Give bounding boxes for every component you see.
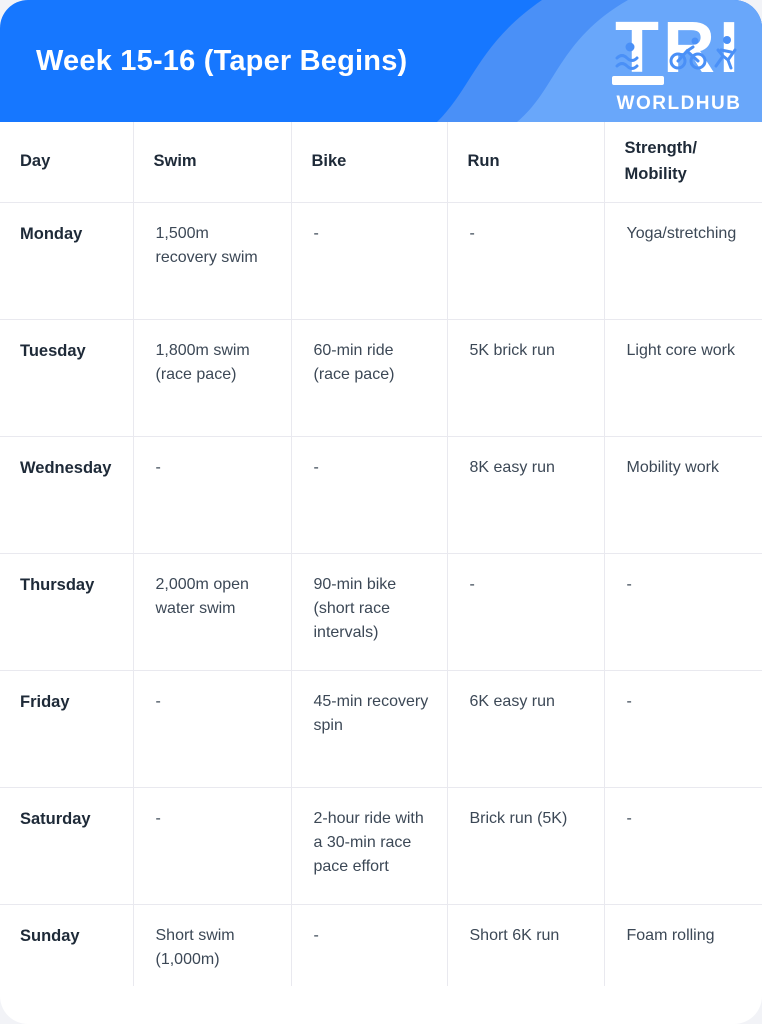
column-header-strength: Strength/​Mobility <box>603 122 762 203</box>
column-header-run: Run <box>446 122 605 203</box>
column-header-bike: Bike <box>290 122 448 203</box>
strength-cell: - <box>603 669 762 788</box>
run-cell: Short 6K run <box>446 903 605 986</box>
run-cell: 5K brick run <box>446 318 605 437</box>
swimmer-icon <box>615 42 639 70</box>
strength-cell: - <box>603 786 762 905</box>
table-row: Sunday Short swim (1,000m) - Short 6K ru… <box>0 903 762 986</box>
day-cell: Sunday <box>0 903 134 986</box>
logo-wordmark-text: WORLDHUB <box>617 93 742 114</box>
strength-cell: Yoga/​stretching <box>603 201 762 320</box>
swim-cell: - <box>132 786 292 905</box>
bike-cell: 2-hour ride with a 30-min race pace effo… <box>290 786 448 905</box>
day-cell: Wednesday <box>0 435 134 554</box>
table-body: Monday 1,500m recovery swim - - Yoga/​st… <box>0 201 762 986</box>
table-row: Tuesday 1,800m swim (race pace) 60-min r… <box>0 318 762 437</box>
table-row: Friday - 45-min recovery spin 6K easy ru… <box>0 669 762 788</box>
strength-cell: Foam rolling <box>603 903 762 986</box>
table-row: Monday 1,500m recovery swim - - Yoga/​st… <box>0 201 762 320</box>
strength-cell: Mobility work <box>603 435 762 554</box>
bike-cell: 60-min ride (race pace) <box>290 318 448 437</box>
cyclist-icon <box>669 37 707 70</box>
page-header: Week 15-16 (Taper Begins) TRI <box>0 0 762 122</box>
swim-cell: - <box>132 435 292 554</box>
strength-cell: - <box>603 552 762 671</box>
table-row: Thursday 2,000m open water swim 90-min b… <box>0 552 762 671</box>
strength-cell: Light core work <box>603 318 762 437</box>
bike-cell: - <box>290 201 448 320</box>
day-cell: Saturday <box>0 786 134 905</box>
run-cell: Brick run (5K) <box>446 786 605 905</box>
column-header-swim: Swim <box>132 122 292 203</box>
table-row: Saturday - 2-hour ride with a 30-min rac… <box>0 786 762 905</box>
column-header-day: Day <box>0 122 134 203</box>
table-row: Wednesday - - 8K easy run Mobility work <box>0 435 762 554</box>
runner-icon <box>714 36 737 70</box>
run-cell: 6K easy run <box>446 669 605 788</box>
bike-cell: - <box>290 903 448 986</box>
swim-cell: 1,800m swim (race pace) <box>132 318 292 437</box>
training-plan-table: Day Swim Bike Run Strength/​Mobility Monday … <box>0 122 762 986</box>
day-cell: Monday <box>0 201 134 320</box>
bike-cell: 90-min bike (short race intervals) <box>290 552 448 671</box>
logo-monogram-text: TRI <box>615 8 743 88</box>
bike-cell: - <box>290 435 448 554</box>
page-title: Week 15-16 (Taper Begins) <box>36 44 408 77</box>
run-cell: 8K easy run <box>446 435 605 554</box>
swim-cell: 2,000m open water swim <box>132 552 292 671</box>
table-header-row: Day Swim Bike Run Strength/​Mobility <box>0 122 762 203</box>
run-cell: - <box>446 201 605 320</box>
swim-cell: - <box>132 669 292 788</box>
swim-cell: 1,500m recovery swim <box>132 201 292 320</box>
run-cell: - <box>446 552 605 671</box>
day-cell: Tuesday <box>0 318 134 437</box>
day-cell: Thursday <box>0 552 134 671</box>
day-cell: Friday <box>0 669 134 788</box>
bike-cell: 45-min recovery spin <box>290 669 448 788</box>
swim-cell: Short swim (1,000m) <box>132 903 292 986</box>
tri-worldhub-logo: TRI WORLDHUB <box>612 8 743 114</box>
